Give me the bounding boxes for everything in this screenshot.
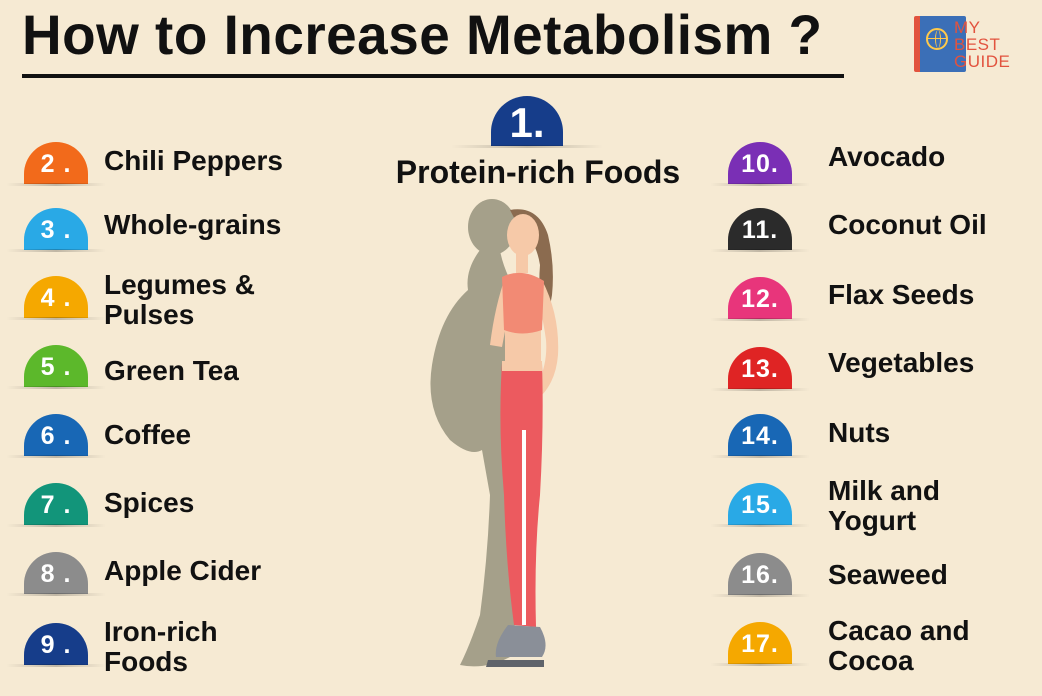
- item-label-line: Flax Seeds: [828, 279, 975, 310]
- number-badge: 16.: [710, 553, 810, 597]
- item-label-line: Cacao and: [828, 615, 970, 646]
- number-badge: 11.: [710, 208, 810, 252]
- logo-text-guide: GUIDE: [954, 52, 1011, 71]
- item-label: Coffee: [104, 420, 191, 450]
- item-label: Vegetables: [828, 348, 974, 378]
- item-label-line: Coconut Oil: [828, 209, 987, 240]
- featured-label: Protein-rich Foods: [395, 154, 681, 190]
- number-badge: 4 .: [6, 276, 106, 320]
- item-label: Apple Cider: [104, 556, 261, 586]
- number-badge: 14.: [710, 414, 810, 458]
- item-label: Nuts: [828, 418, 890, 448]
- number-badge: 10.: [710, 142, 810, 186]
- item-label: Flax Seeds: [828, 280, 974, 310]
- featured-number-badge: 1.: [451, 96, 603, 148]
- item-label: Milk and Yogurt: [828, 476, 940, 536]
- item-label-line: Pulses: [104, 299, 195, 330]
- item-label: Seaweed: [828, 560, 948, 590]
- item-label-line: Vegetables: [828, 347, 975, 378]
- item-label: Legumes & Pulses: [104, 270, 255, 330]
- number-badge: 5 .: [6, 345, 106, 389]
- logo-text-my: MY: [954, 18, 981, 37]
- number-badge: 8 .: [6, 552, 106, 596]
- item-label-line: Coffee: [104, 419, 192, 450]
- logo-text-best: BEST: [954, 35, 1001, 54]
- item-label-line: Legumes &: [104, 269, 255, 300]
- body-silhouette-illustration: [410, 195, 590, 690]
- item-label-line: Green Tea: [104, 355, 239, 386]
- page-title: How to Increase Metabolism ?: [22, 3, 823, 66]
- number-badge: 6 .: [6, 414, 106, 458]
- item-label-line: Nuts: [828, 417, 891, 448]
- item-label-line: Whole-grains: [104, 209, 282, 240]
- title-underline: [22, 74, 844, 78]
- brand-logo: MY BEST GUIDE: [912, 14, 1030, 76]
- item-label: Avocado: [828, 142, 945, 172]
- number-badge: 12.: [710, 277, 810, 321]
- number-badge: 2 .: [6, 142, 106, 186]
- woman-figure-icon: [430, 199, 559, 667]
- item-label-line: Chili Peppers: [104, 145, 283, 176]
- item-label: Chili Peppers: [104, 146, 283, 176]
- item-label-line: Cocoa: [828, 645, 914, 676]
- item-label-line: Milk and: [828, 475, 941, 506]
- globe-icon: [926, 28, 948, 50]
- item-label-line: Seaweed: [828, 559, 948, 590]
- item-label: Whole-grains: [104, 210, 281, 240]
- item-label-line: Yogurt: [828, 505, 917, 536]
- number-badge: 15.: [710, 483, 810, 527]
- number-badge: 7 .: [6, 483, 106, 527]
- number-badge: 17.: [710, 622, 810, 666]
- number-badge: 13.: [710, 347, 810, 391]
- item-label-line: Foods: [104, 646, 188, 677]
- number-badge: 9 .: [6, 623, 106, 667]
- item-label: Coconut Oil: [828, 210, 987, 240]
- item-label-line: Avocado: [828, 141, 946, 172]
- item-label-line: Spices: [104, 487, 195, 518]
- number-badge: 3 .: [6, 208, 106, 252]
- item-label-line: Apple Cider: [104, 555, 262, 586]
- item-label: Green Tea: [104, 356, 239, 386]
- item-label: Iron-rich Foods: [104, 617, 218, 677]
- item-label-line: Iron-rich: [104, 616, 218, 647]
- item-label: Spices: [104, 488, 194, 518]
- item-label: Cacao and Cocoa: [828, 616, 970, 676]
